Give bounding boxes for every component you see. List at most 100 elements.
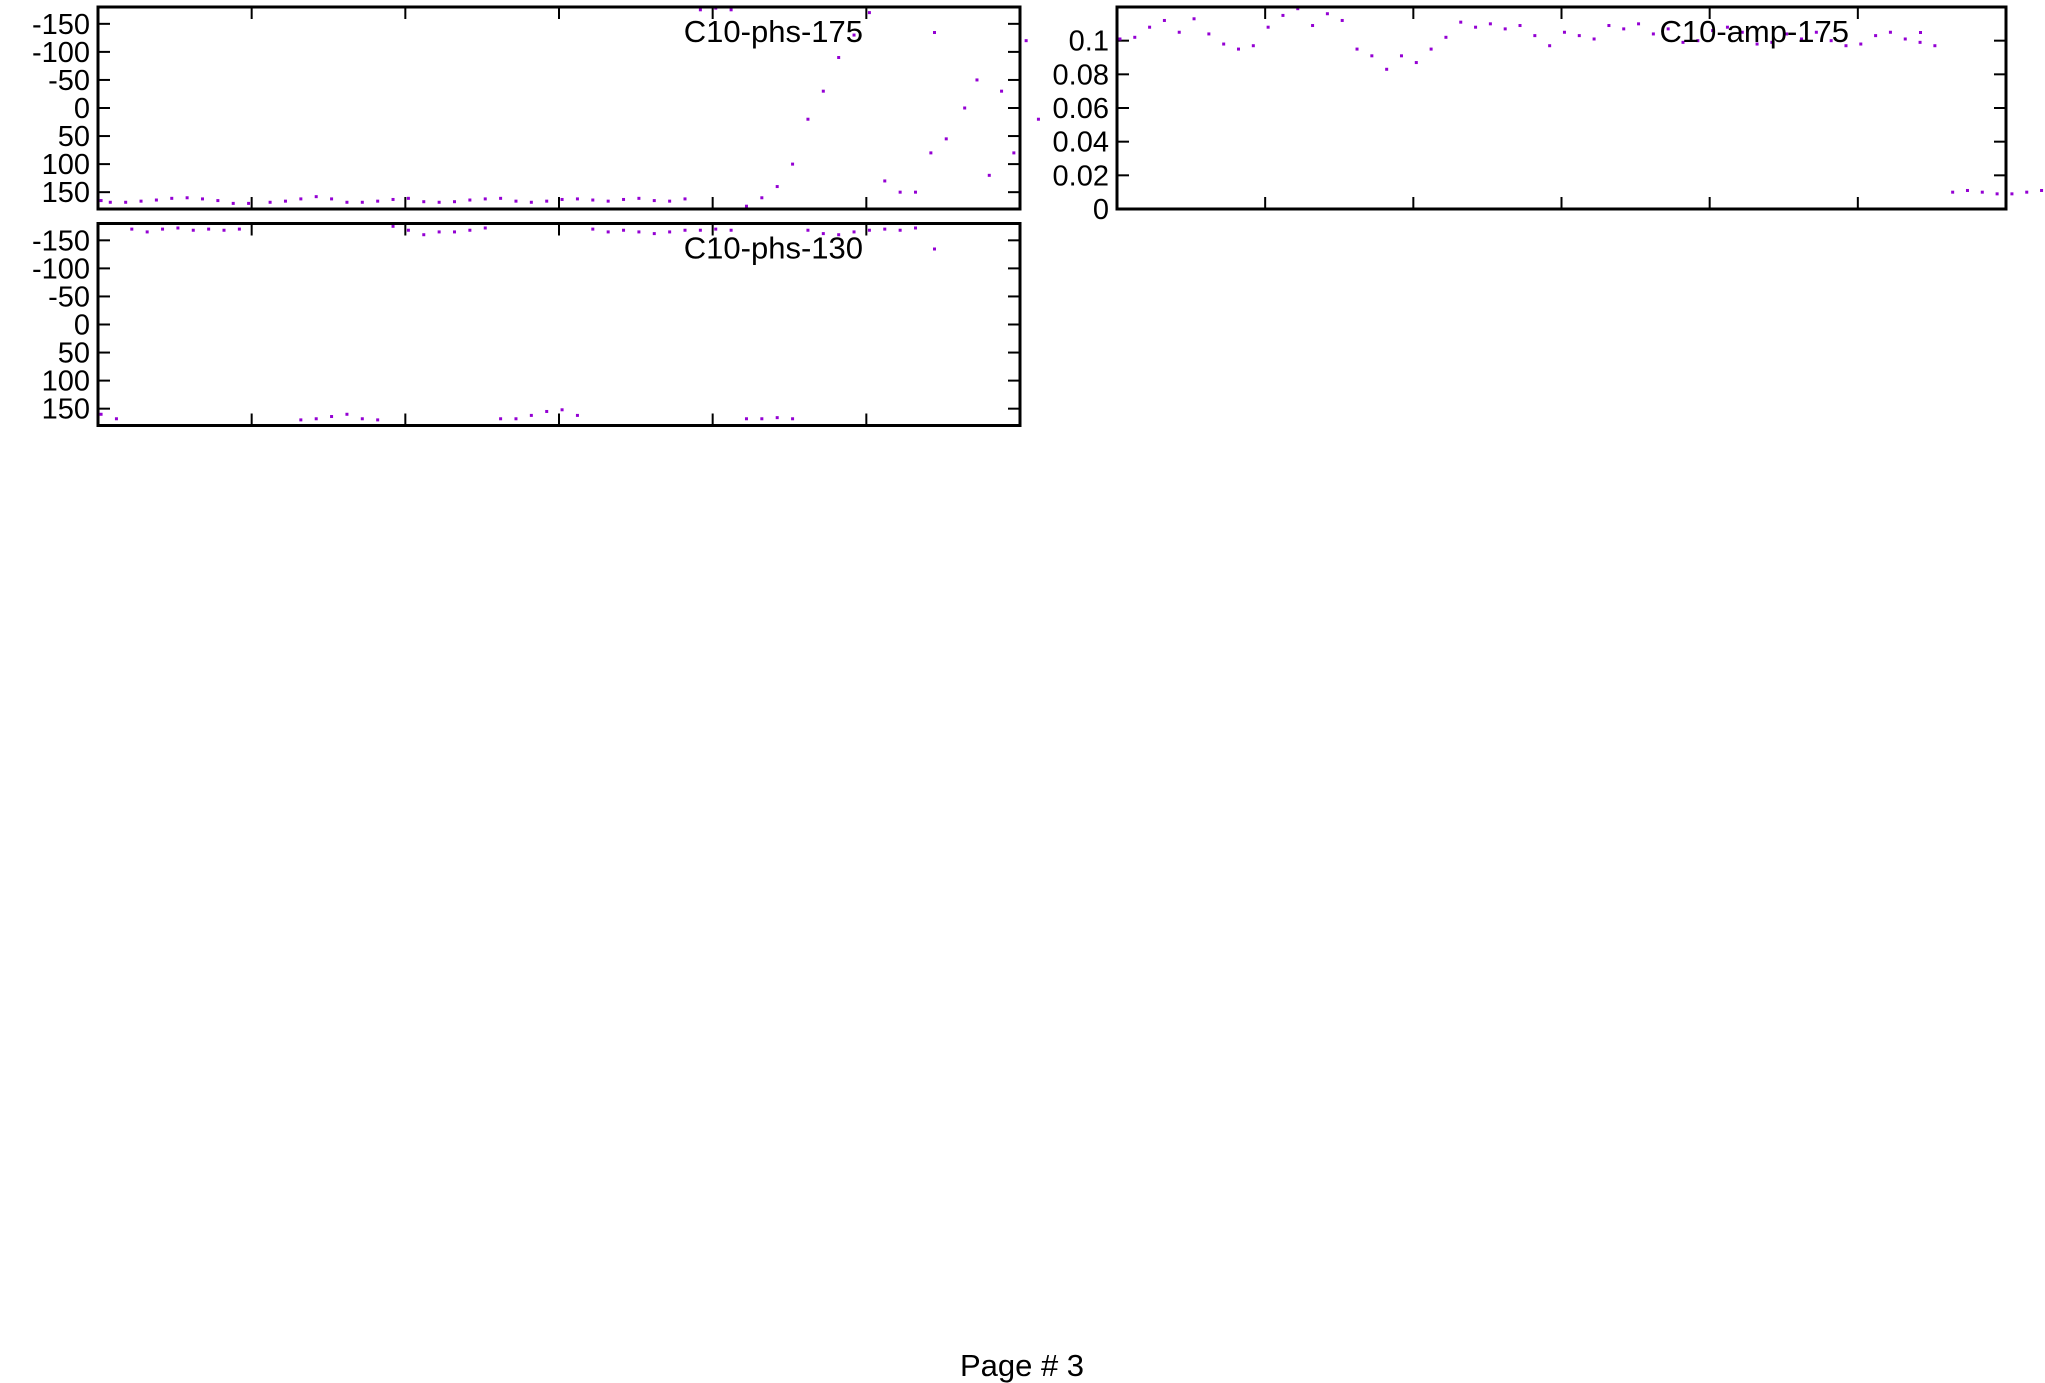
data-point bbox=[652, 232, 656, 236]
data-point bbox=[929, 151, 933, 155]
data-point bbox=[1177, 30, 1181, 34]
data-point bbox=[468, 228, 472, 232]
panel-C10-amp-175: 00.020.040.060.080.1 C10-amp-175 bbox=[1053, 5, 2044, 226]
data-point bbox=[1933, 44, 1937, 48]
data-point bbox=[299, 418, 303, 422]
data-point bbox=[406, 196, 410, 200]
data-point bbox=[622, 197, 626, 201]
data-point bbox=[1459, 20, 1463, 24]
data-point bbox=[637, 196, 641, 200]
y-tick-label: -150 bbox=[32, 225, 90, 257]
data-point bbox=[791, 417, 795, 421]
data-point bbox=[837, 56, 841, 59]
data-point bbox=[1036, 117, 1040, 121]
data-point bbox=[1533, 34, 1537, 38]
data-point bbox=[176, 226, 180, 230]
data-point bbox=[360, 417, 364, 421]
data-point bbox=[247, 201, 251, 205]
data-point bbox=[1012, 151, 1016, 155]
data-point bbox=[837, 233, 841, 237]
data-point bbox=[1696, 39, 1700, 43]
data-point bbox=[1740, 30, 1744, 34]
data-point bbox=[1024, 39, 1028, 43]
data-point bbox=[1637, 22, 1641, 26]
data-point bbox=[330, 197, 334, 201]
data-point bbox=[1503, 27, 1507, 31]
data-point bbox=[1951, 190, 1955, 194]
y-tick-label: -100 bbox=[32, 253, 90, 285]
data-point bbox=[821, 89, 825, 93]
data-point bbox=[560, 408, 564, 412]
data-point bbox=[222, 228, 226, 232]
data-point bbox=[422, 233, 426, 237]
data-point bbox=[1325, 12, 1329, 16]
data-point bbox=[391, 224, 395, 228]
data-point bbox=[1874, 34, 1878, 38]
y-tick-label: 0.02 bbox=[1053, 160, 1109, 192]
data-point bbox=[1770, 40, 1774, 44]
data-point bbox=[575, 413, 579, 417]
data-point bbox=[200, 197, 204, 201]
data-point bbox=[729, 8, 733, 12]
data-point bbox=[314, 195, 318, 199]
data-point bbox=[1488, 22, 1492, 26]
data-point bbox=[1814, 30, 1818, 34]
data-point bbox=[453, 200, 457, 204]
legend-label: C10-phs-130 bbox=[684, 231, 863, 266]
data-point bbox=[376, 418, 380, 422]
data-point bbox=[1444, 35, 1448, 39]
data-point bbox=[1192, 17, 1196, 21]
y-tick-label: 50 bbox=[58, 121, 90, 153]
data-point bbox=[1133, 35, 1137, 39]
data-point bbox=[314, 417, 318, 421]
data-point bbox=[237, 227, 241, 231]
y-tick-label: 0 bbox=[1093, 194, 1109, 226]
data-point bbox=[1118, 37, 1122, 41]
data-point bbox=[406, 228, 410, 232]
data-point bbox=[139, 199, 143, 203]
data-point bbox=[299, 197, 303, 201]
data-point bbox=[114, 417, 118, 421]
data-point bbox=[216, 199, 220, 203]
data-point bbox=[529, 200, 533, 204]
data-point bbox=[963, 106, 967, 110]
data-point bbox=[422, 200, 426, 204]
data-point bbox=[914, 190, 918, 194]
data-point bbox=[1888, 30, 1892, 34]
data-point bbox=[2025, 190, 2029, 194]
data-point bbox=[345, 412, 349, 416]
data-point bbox=[591, 198, 595, 202]
data-point bbox=[483, 226, 487, 230]
data-point bbox=[744, 417, 748, 421]
data-point bbox=[545, 409, 549, 413]
y-tick-label: -50 bbox=[48, 281, 90, 313]
data-point bbox=[987, 173, 991, 177]
data-point bbox=[437, 230, 441, 234]
data-point bbox=[483, 197, 487, 201]
y-tick-label: 0 bbox=[74, 310, 90, 342]
data-point bbox=[185, 196, 189, 200]
data-point bbox=[606, 230, 610, 234]
data-point bbox=[898, 228, 902, 232]
data-point bbox=[391, 197, 395, 201]
data-point bbox=[668, 199, 672, 203]
data-point bbox=[1281, 13, 1285, 17]
data-point bbox=[345, 200, 349, 204]
data-point bbox=[1414, 61, 1418, 65]
data-point bbox=[1000, 89, 1004, 93]
data-point bbox=[698, 8, 702, 12]
data-point bbox=[975, 78, 979, 82]
y-tick-label: 0.1 bbox=[1069, 26, 1109, 58]
legend-marker bbox=[933, 31, 936, 34]
data-point bbox=[852, 33, 856, 37]
data-point bbox=[944, 137, 948, 141]
y-tick-label: 0.08 bbox=[1053, 59, 1109, 91]
y-tick-label: 0 bbox=[74, 93, 90, 125]
data-point bbox=[231, 201, 235, 205]
data-point bbox=[1666, 27, 1670, 31]
data-point bbox=[1429, 47, 1433, 51]
data-point bbox=[652, 199, 656, 203]
data-point bbox=[867, 228, 871, 232]
data-point bbox=[1577, 34, 1581, 38]
